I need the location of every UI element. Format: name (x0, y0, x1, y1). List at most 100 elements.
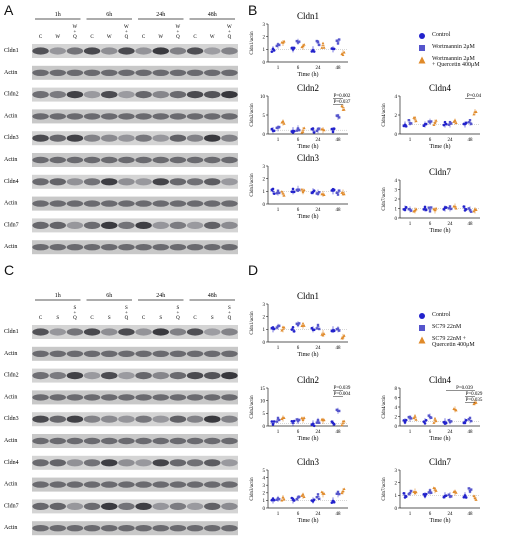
blot-band (169, 459, 187, 467)
data-point (470, 210, 473, 213)
plot-title: Cldn4 (429, 84, 452, 93)
blot-band (169, 350, 187, 357)
blot-strip (32, 87, 238, 102)
blot-band (135, 156, 152, 164)
blot-band (152, 481, 169, 488)
blot-band (49, 221, 66, 229)
y-axis-label: Cldn7/actin (382, 187, 387, 211)
blot-band (101, 69, 118, 77)
data-point (413, 208, 417, 212)
plot-title: Cldn4 (429, 376, 452, 385)
x-tick-label: 6 (297, 66, 300, 71)
blot-band (186, 134, 204, 142)
svg-text:+: + (74, 311, 77, 316)
blot-band (66, 502, 84, 510)
blot-band (221, 437, 238, 445)
blot-lane-label: S (108, 316, 111, 321)
data-point (444, 122, 448, 126)
blot-lane-label: S+Q (73, 306, 77, 321)
data-point (272, 420, 276, 423)
data-point (474, 208, 478, 211)
blot-band (221, 481, 238, 488)
x-axis-label: Time (h) (430, 143, 451, 150)
blot-band (118, 372, 135, 380)
blot-row-label: Cldn2 (4, 92, 19, 98)
plot-d-cldn7: Cldn7 0 1 2 3 1 6 24 48 Time (h) Cldn7/actin (382, 458, 480, 524)
plot-b-cldn1: Cldn1 0 1 2 3 1 6 24 48 Time (h) Cldn1/actin (250, 12, 348, 78)
data-point (470, 419, 473, 423)
data-point (410, 209, 413, 212)
data-point (452, 120, 456, 123)
p-value-label: P=0.004 (334, 392, 351, 397)
data-point (447, 493, 450, 496)
data-point (414, 119, 418, 123)
legend-b: Control Wortmannin 2μM Wortmannin 2μM + Qu… (418, 32, 503, 72)
x-tick-label: 6 (429, 138, 432, 143)
plot-title: Cldn2 (297, 376, 319, 385)
blot-band (101, 113, 118, 120)
blot-band (221, 244, 238, 251)
svg-text:S: S (228, 306, 231, 311)
y-tick-label: 0 (263, 61, 266, 66)
blot-band (152, 91, 169, 99)
x-tick-label: 1 (277, 66, 280, 71)
data-point (430, 416, 433, 419)
data-point (433, 417, 437, 420)
x-axis-label: Time (h) (298, 213, 319, 220)
data-point (332, 47, 336, 51)
data-point (336, 193, 340, 196)
y-tick-label: 0 (395, 425, 398, 430)
data-point (450, 420, 453, 423)
blot-row-label: Cldn7 (4, 222, 19, 228)
blot-band (204, 525, 221, 532)
blot-band (66, 415, 84, 423)
blot-band (83, 328, 101, 336)
data-point (280, 120, 284, 124)
blot-band (169, 328, 187, 336)
svg-text:Q: Q (125, 35, 129, 40)
blot-band (204, 328, 221, 336)
p-value-label: P=0.039 (456, 386, 473, 391)
blot-band (66, 394, 84, 401)
legend-entry: SC79 22nM (418, 324, 503, 332)
svg-text:W: W (176, 25, 181, 30)
blot-band (152, 415, 169, 423)
blot-band (169, 415, 187, 423)
blot-lane-label: C (39, 316, 43, 321)
blot-band (152, 459, 169, 467)
data-point (423, 494, 427, 498)
data-point (340, 191, 344, 194)
plot-title: Cldn7 (429, 168, 452, 177)
data-point (423, 422, 427, 425)
blot-band (49, 134, 66, 142)
svg-text:+: + (74, 30, 77, 35)
blot-band (152, 244, 169, 251)
blot-band (135, 350, 152, 357)
y-tick-label: 3 (263, 165, 266, 170)
data-point (316, 418, 320, 422)
blot-band (118, 113, 135, 120)
data-point (340, 423, 344, 427)
data-point (292, 129, 296, 133)
x-axis-label: Time (h) (430, 435, 451, 442)
blot-band (221, 394, 238, 401)
blot-band (169, 437, 187, 445)
data-point (311, 127, 315, 130)
blot-strip (32, 218, 238, 233)
data-point (292, 190, 296, 194)
blot-band (66, 200, 84, 207)
blot-band (49, 244, 66, 251)
data-point (407, 119, 410, 122)
blot-band (49, 481, 66, 488)
x-tick-label: 48 (468, 222, 474, 227)
svg-text:Q: Q (125, 316, 129, 321)
blot-band (169, 200, 187, 207)
blot-lane-label: W+Q (124, 25, 129, 40)
data-point (463, 421, 467, 425)
blot-band (66, 47, 84, 55)
data-point (302, 416, 306, 419)
blot-lane-label: S (159, 316, 162, 321)
x-tick-label: 48 (336, 346, 342, 351)
data-point (315, 421, 318, 424)
blot-lane-label: W (158, 35, 163, 40)
